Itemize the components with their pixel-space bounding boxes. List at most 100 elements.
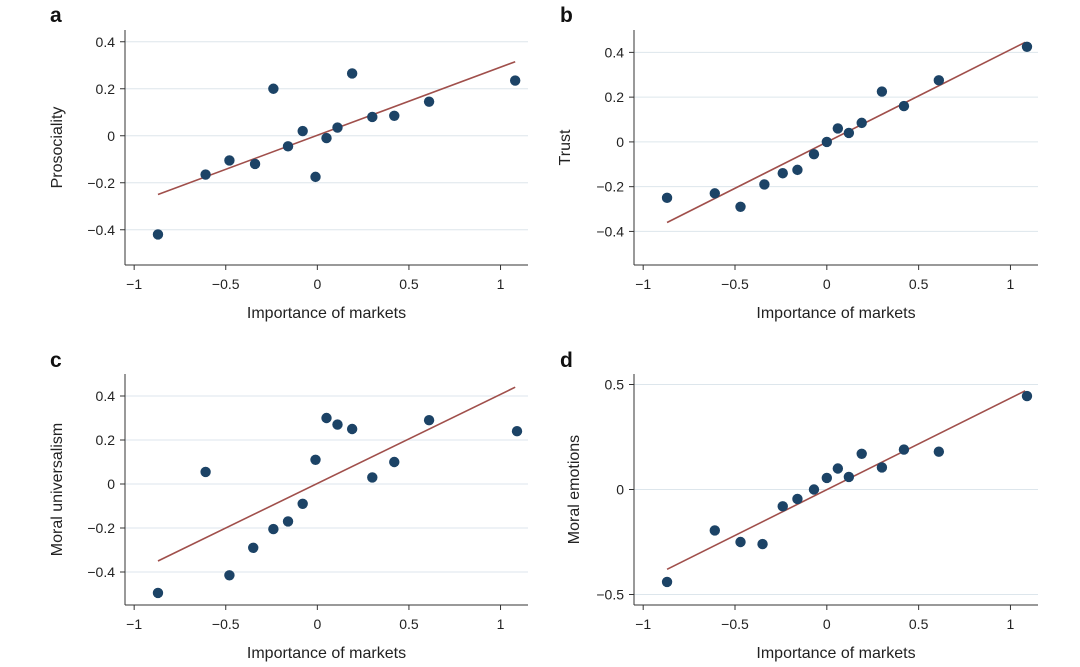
y-tick-label: 0 [616,134,624,150]
data-point [152,587,164,599]
x-tick-label: −1 [635,616,651,632]
panel-a: −0.4 −0.2 0 0.2 0.4 −1 −0.5 0 0.5 1 Importance of … [49,4,528,322]
x-tick-label: −0.5 [212,276,240,292]
panel-label: b [560,4,573,27]
x-tick-label: 1 [497,276,505,292]
data-point [509,75,521,86]
y-tick-label: 0 [107,128,115,144]
data-point [346,423,358,435]
data-point [735,536,746,548]
y-axis-title: Moral universalism [49,423,66,556]
y-tick-label: −0.4 [87,564,115,580]
data-point [224,155,235,166]
data-point [511,426,523,437]
data-point [389,110,400,121]
x-axis-title: Importance of markets [756,305,915,322]
x-tick-label: −0.5 [212,616,240,632]
data-point [661,192,673,204]
panel-d: −0.5 0 0.5 −1 −0.5 0 0.5 1 Importance of markets… [560,349,1038,662]
x-tick-label: −1 [126,616,142,632]
data-point [1021,41,1033,52]
y-tick-label: 0.2 [96,81,116,97]
data-point [367,472,378,483]
y-tick-label: 0.4 [96,34,116,50]
data-point [249,158,261,170]
data-point [282,516,294,527]
x-tick-label: 0.5 [399,616,419,632]
x-tick-label: 0 [823,616,831,632]
data-point [759,179,770,190]
data-point [423,96,435,107]
data-point [792,164,803,176]
panel-label: d [560,349,573,372]
x-tick-label: 0 [313,616,321,632]
x-axis-title: Importance of markets [247,305,406,322]
x-tick-label: −0.5 [721,616,749,632]
data-point [735,201,746,213]
data-point [367,111,378,123]
x-axis-title: Importance of markets [247,645,406,662]
data-point [1021,390,1033,402]
y-tick-label: 0.2 [605,89,625,105]
fit-line [157,386,516,562]
panel-label: c [50,349,62,372]
data-point [268,83,279,94]
data-point [310,171,321,183]
x-tick-label: 0.5 [399,276,419,292]
x-tick-label: −0.5 [721,276,749,292]
data-point [297,498,308,509]
data-point [856,117,867,129]
data-point [777,168,788,179]
data-point [321,412,332,424]
y-tick-label: 0.4 [96,388,116,404]
data-point [933,75,945,86]
data-point [200,466,211,478]
data-point [898,100,910,112]
data-point [777,501,788,512]
x-axis-title: Importance of markets [756,645,915,662]
data-point [389,456,400,468]
x-tick-label: 1 [1007,276,1015,292]
data-point [321,132,332,144]
data-point [332,419,343,430]
data-point [297,125,308,137]
data-point [757,538,768,550]
data-point [200,169,211,180]
x-tick-label: −1 [126,276,142,292]
x-tick-label: 0 [823,276,831,292]
y-tick-label: 0.4 [605,44,625,60]
x-tick-label: 0 [313,276,321,292]
y-tick-label: −0.4 [87,222,115,238]
panel-label: a [50,4,62,27]
y-tick-label: −0.2 [596,179,624,195]
x-tick-label: −1 [635,276,651,292]
data-point [843,127,855,139]
y-axis-title: Moral emotions [566,435,583,544]
data-point [856,448,867,459]
data-point [152,229,164,240]
y-tick-label: −0.2 [87,175,115,191]
y-tick-label: 0.5 [605,377,625,393]
data-point [933,446,945,457]
data-point [821,472,833,484]
y-axis-title: Prosociality [49,107,66,189]
data-point [876,86,888,97]
data-point [808,149,820,160]
data-point [808,484,820,495]
data-point [843,471,855,483]
data-point [792,493,803,505]
y-tick-label: −0.2 [87,520,115,536]
panel-c: −0.4 −0.2 0 0.2 0.4 −1 −0.5 0 0.5 1 Importance of … [49,349,528,662]
data-point [876,462,888,473]
data-point [821,136,833,148]
y-tick-label: 0 [107,476,115,492]
x-tick-label: 0.5 [909,616,929,632]
data-point [310,454,321,465]
data-point [282,141,294,152]
x-tick-label: 1 [1007,616,1015,632]
data-point [346,68,358,79]
data-point [248,542,259,553]
data-point [332,122,343,133]
data-point [709,525,720,536]
